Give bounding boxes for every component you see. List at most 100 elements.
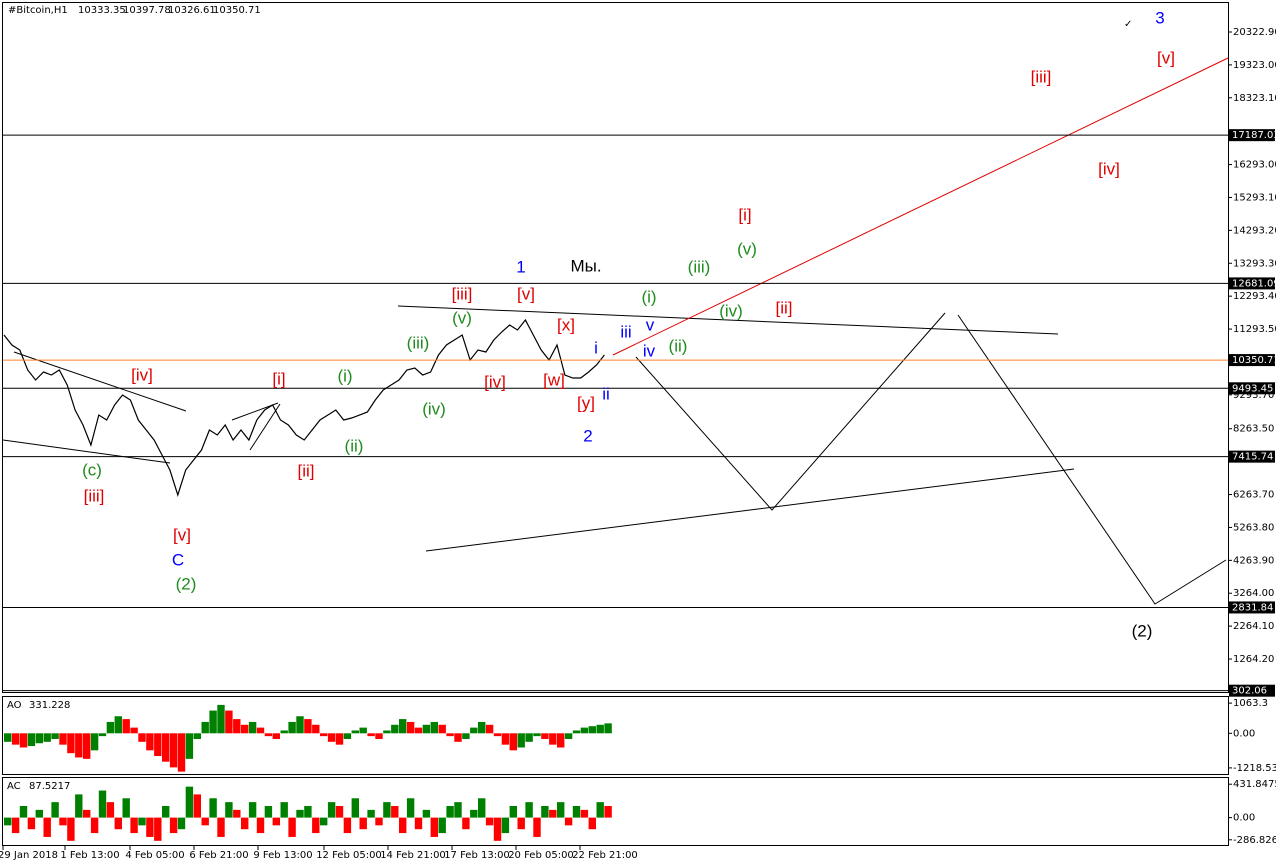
histogram-bar	[209, 710, 217, 734]
wave-label: (iv)	[422, 399, 446, 418]
y-tick-label: 14293.20	[1233, 225, 1276, 236]
histogram-bar	[19, 733, 28, 748]
histogram-bar	[430, 817, 438, 837]
level-label: 302.06	[1232, 686, 1267, 697]
histogram-bar	[177, 817, 186, 830]
histogram-bar	[272, 733, 280, 739]
histogram-bar	[296, 716, 304, 734]
histogram-bar	[501, 817, 510, 834]
trendline	[2, 439, 171, 464]
wave-label: [i]	[272, 369, 285, 388]
histogram-bar	[264, 733, 273, 737]
histogram-bar	[406, 721, 415, 734]
histogram-bar	[114, 817, 122, 830]
histogram-bar	[138, 817, 146, 826]
wave-label: iv	[643, 341, 656, 360]
histogram-bar	[557, 802, 565, 818]
histogram-bar	[438, 724, 446, 734]
y-tick-label: 3264.00	[1233, 588, 1274, 599]
histogram-bar	[391, 724, 399, 734]
wave-label: [iv]	[484, 372, 506, 391]
level-box	[1229, 382, 1275, 395]
y-tick-label: -286.8265	[1233, 835, 1276, 846]
histogram-bar	[35, 733, 43, 744]
histogram-bar	[414, 817, 423, 830]
histogram-bar	[201, 721, 209, 734]
histogram-bar	[106, 721, 115, 734]
histogram-bar	[248, 802, 257, 818]
trendline	[397, 305, 1059, 335]
histogram-bar	[604, 806, 612, 818]
histogram-bar	[272, 817, 280, 826]
x-tick-label: 14 Feb 21:00	[380, 850, 446, 861]
y-tick-label: 1063.3	[1233, 698, 1268, 709]
y-tick-label: 0.00	[1233, 728, 1255, 739]
ohlc-value: 10350.71	[213, 5, 261, 16]
wave-label: ii	[602, 384, 610, 403]
histogram-bar	[280, 730, 288, 734]
wave-label: [ii]	[776, 298, 793, 317]
histogram-bar	[406, 798, 415, 818]
ohlc-value: 10326.61	[168, 5, 216, 16]
wave-label: iii	[620, 322, 631, 341]
histogram-bar	[264, 806, 273, 818]
histogram-bar	[98, 790, 107, 818]
histogram-bar	[241, 817, 249, 830]
histogram-bar	[327, 802, 336, 818]
histogram-bar	[343, 817, 352, 834]
histogram-bar	[478, 798, 486, 818]
check-icon: ✓	[1124, 19, 1132, 30]
histogram-bar	[193, 733, 201, 739]
histogram-bar	[51, 733, 59, 739]
histogram-bar	[304, 719, 312, 734]
y-tick-label: 2264.10	[1233, 621, 1274, 632]
histogram-bar	[438, 817, 446, 834]
histogram-bar	[280, 802, 288, 818]
histogram-bar	[414, 727, 423, 734]
histogram-bar	[478, 721, 486, 734]
histogram-bar	[462, 733, 470, 739]
histogram-bar	[383, 802, 391, 818]
histogram-bar	[225, 802, 233, 818]
wave-label: 3	[1155, 8, 1164, 27]
wave-label: [iii]	[84, 486, 105, 505]
histogram-bar	[296, 809, 304, 818]
histogram-bar	[43, 733, 51, 742]
histogram-bar	[604, 723, 612, 734]
wave-label: (i)	[337, 366, 352, 385]
wave-label: (c)	[82, 460, 102, 479]
histogram-bar	[209, 798, 217, 818]
histogram-bar	[580, 727, 589, 734]
histogram-bar	[533, 733, 541, 737]
histogram-bar	[256, 817, 265, 834]
histogram-bar	[399, 817, 407, 834]
histogram-bar	[256, 727, 265, 734]
histogram-bar	[312, 817, 320, 834]
wave-label: i	[594, 338, 598, 357]
wave-label: (iii)	[407, 333, 430, 352]
histogram-bar	[596, 724, 604, 734]
histogram-bar	[67, 817, 75, 841]
histogram-bar	[493, 817, 502, 841]
histogram-bar	[312, 724, 320, 734]
symbol: #Bitcoin,H1	[8, 5, 68, 16]
histogram-bar	[217, 817, 225, 837]
histogram-bar	[35, 809, 43, 818]
histogram-bar	[549, 809, 557, 818]
histogram-bar	[217, 704, 225, 734]
wave-label: [v]	[173, 525, 191, 544]
histogram-bar	[233, 719, 241, 734]
wave-label: [v]	[517, 284, 535, 303]
wave-label: (2)	[176, 574, 197, 593]
y-tick-label: 1264.20	[1233, 654, 1274, 665]
histogram-bar	[454, 733, 462, 742]
ac-panel	[2, 777, 1229, 846]
histogram-bar	[327, 733, 336, 742]
histogram-bar	[288, 817, 296, 837]
trendline	[612, 57, 1229, 356]
histogram-bar	[359, 817, 367, 830]
histogram-bar	[177, 733, 186, 772]
histogram-bar	[138, 733, 146, 742]
level-label: 9493.45	[1232, 383, 1273, 394]
